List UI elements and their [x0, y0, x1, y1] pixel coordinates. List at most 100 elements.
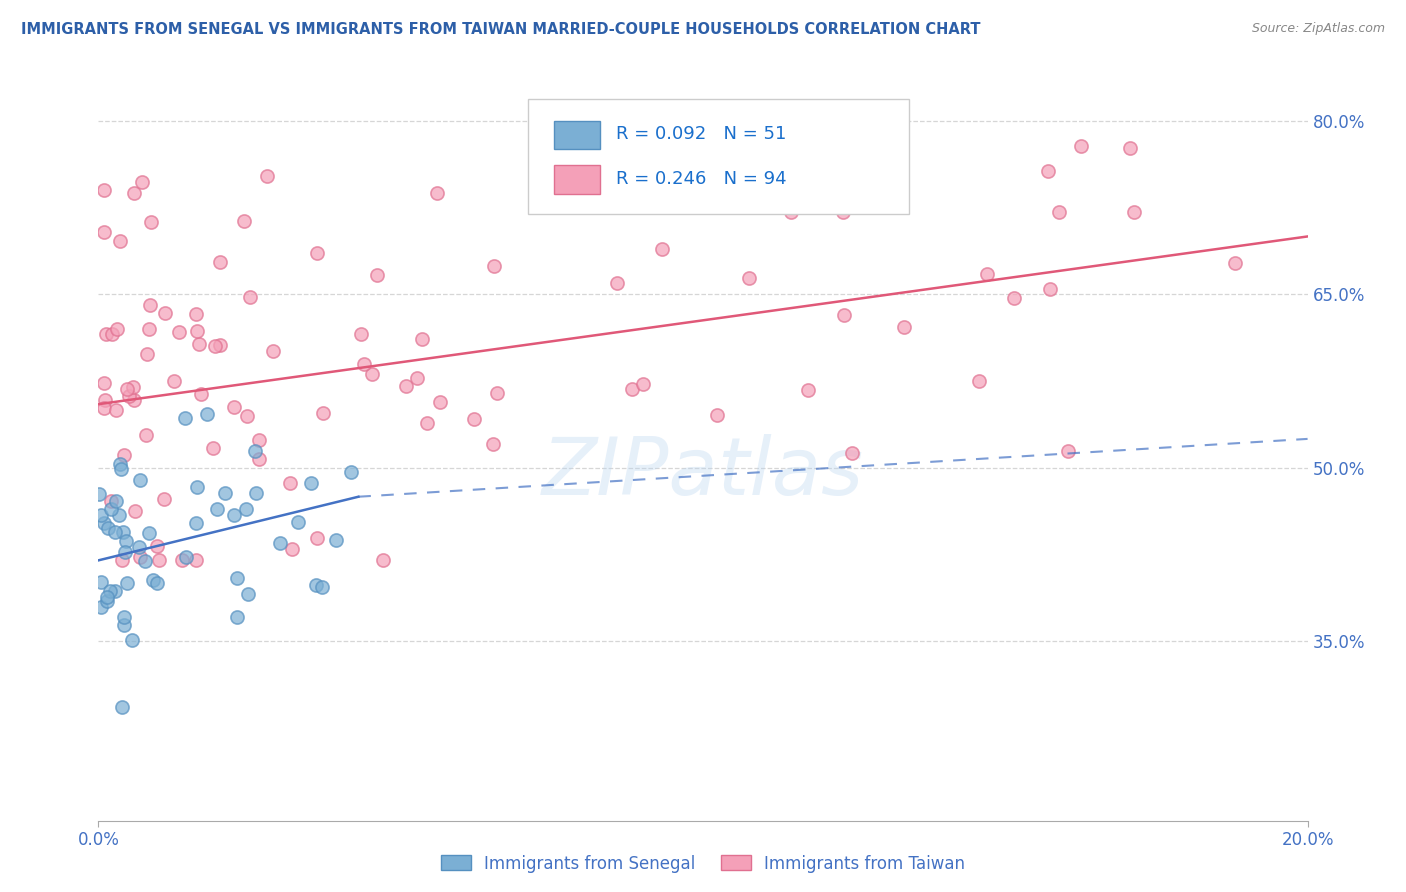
Point [104, 494, 127, 508]
Point [146, 539, 169, 553]
Point [262, 343, 284, 358]
Point [969, 374, 991, 388]
Text: Source: ZipAtlas.com: Source: ZipAtlas.com [1251, 22, 1385, 36]
Point [115, 382, 138, 396]
Point [238, 586, 260, 600]
Point [108, 234, 131, 248]
Point [651, 242, 673, 256]
Point [101, 326, 124, 341]
Point [90, 508, 112, 523]
Point [139, 215, 162, 229]
Point [779, 205, 801, 219]
Point [832, 205, 855, 219]
Point [96, 594, 118, 608]
Point [278, 475, 301, 490]
Point [146, 575, 169, 590]
Point [1122, 205, 1144, 219]
Point [128, 473, 150, 487]
Point [93, 401, 115, 415]
Point [1047, 205, 1070, 219]
Point [247, 452, 270, 467]
Point [114, 545, 136, 559]
Point [307, 246, 329, 260]
Point [222, 508, 245, 523]
Point [738, 271, 761, 285]
Point [416, 416, 439, 430]
Point [620, 382, 643, 396]
Point [235, 501, 257, 516]
Point [1223, 256, 1246, 270]
Point [117, 576, 139, 591]
FancyBboxPatch shape [554, 121, 600, 149]
Point [1036, 164, 1059, 178]
Point [107, 322, 129, 336]
Point [152, 492, 174, 507]
Point [796, 383, 818, 397]
Point [201, 441, 224, 455]
Point [188, 336, 211, 351]
Point [186, 553, 208, 567]
Point [350, 326, 373, 341]
Point [93, 183, 115, 197]
Point [208, 254, 231, 268]
Point [325, 533, 347, 547]
Point [96, 591, 118, 605]
Point [174, 411, 197, 425]
Point [243, 444, 266, 458]
Point [139, 298, 162, 312]
Point [463, 412, 485, 426]
Point [104, 584, 127, 599]
Point [128, 540, 150, 554]
Point [117, 389, 139, 403]
Point [122, 186, 145, 201]
Point [115, 534, 138, 549]
Point [90, 599, 112, 614]
Point [280, 542, 302, 557]
Point [112, 610, 135, 624]
Point [108, 508, 131, 523]
Point [485, 386, 508, 401]
Point [1002, 291, 1025, 305]
Point [426, 186, 449, 201]
Point [287, 515, 309, 529]
Point [90, 574, 112, 589]
Point [138, 322, 160, 336]
Point [135, 428, 157, 442]
Point [269, 535, 291, 549]
Point [97, 520, 120, 534]
Point [411, 332, 433, 346]
Point [239, 290, 262, 304]
Point [122, 392, 145, 407]
Legend: Immigrants from Senegal, Immigrants from Taiwan: Immigrants from Senegal, Immigrants from… [434, 848, 972, 880]
Point [136, 347, 159, 361]
Point [606, 276, 628, 290]
Point [111, 553, 134, 567]
Point [395, 379, 418, 393]
Point [307, 532, 329, 546]
Point [214, 485, 236, 500]
Point [184, 516, 207, 530]
Point [100, 493, 122, 508]
FancyBboxPatch shape [554, 165, 600, 194]
Point [93, 225, 115, 239]
Point [104, 403, 127, 417]
Point [851, 190, 873, 204]
Point [110, 457, 132, 471]
Point [1119, 141, 1142, 155]
Point [112, 448, 135, 462]
Point [153, 306, 176, 320]
Point [893, 319, 915, 334]
Text: ZIPatlas: ZIPatlas [541, 434, 865, 512]
Text: IMMIGRANTS FROM SENEGAL VS IMMIGRANTS FROM TAIWAN MARRIED-COUPLE HOUSEHOLDS CORR: IMMIGRANTS FROM SENEGAL VS IMMIGRANTS FR… [21, 22, 980, 37]
Point [122, 380, 145, 394]
Point [311, 580, 333, 594]
Point [112, 618, 135, 632]
Point [138, 525, 160, 540]
Point [631, 376, 654, 391]
Point [134, 554, 156, 568]
Point [163, 374, 186, 388]
Point [299, 475, 322, 490]
Text: R = 0.092   N = 51: R = 0.092 N = 51 [616, 126, 786, 144]
Point [124, 503, 146, 517]
Point [482, 259, 505, 273]
